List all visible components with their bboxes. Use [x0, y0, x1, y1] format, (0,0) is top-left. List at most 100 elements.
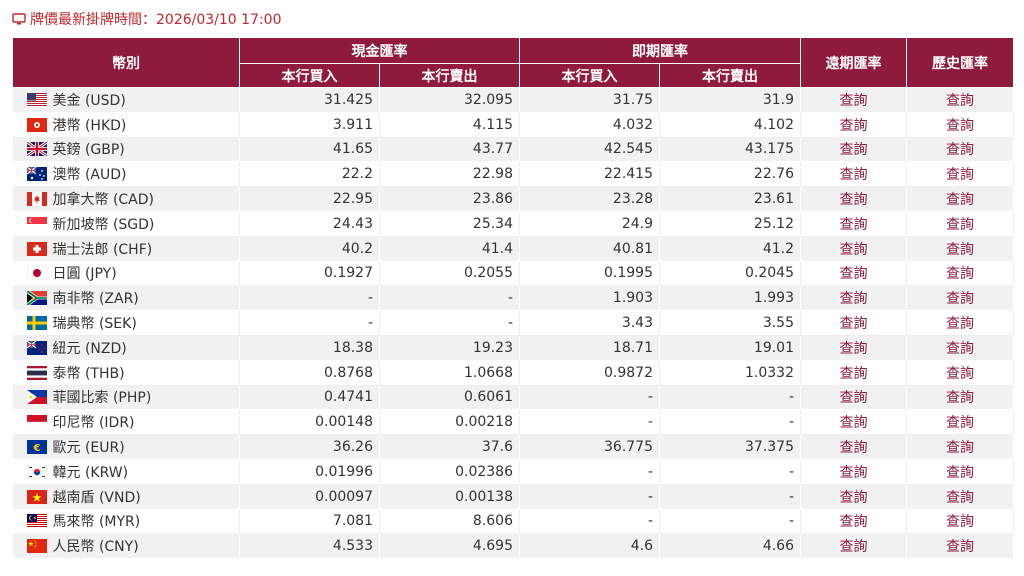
- history-rate-query-link[interactable]: 查詢: [946, 316, 974, 333]
- forward-rate-cell: 查詢: [800, 161, 907, 188]
- history-rate-query-link[interactable]: 查詢: [946, 266, 974, 283]
- forward-rate-query-link[interactable]: 查詢: [839, 514, 868, 531]
- currency-cell: 瑞典幣 (SEK): [12, 310, 240, 336]
- cash-buy-rate: 18.38: [239, 335, 380, 361]
- table-row: € 歐元 (EUR) 36.26 37.6 36.775 37.375 查詢 查詢: [12, 434, 1014, 460]
- currency-cell: 加拿大幣 (CAD): [12, 186, 240, 212]
- forward-rate-cell: 查詢: [800, 335, 907, 361]
- cash-buy-rate: 22.95: [239, 186, 380, 212]
- forward-rate-cell: 查詢: [800, 409, 907, 436]
- forward-rate-query-link[interactable]: 查詢: [839, 117, 868, 134]
- spot-sell-rate: 3.55: [659, 310, 801, 336]
- spot-buy-rate: -: [519, 385, 660, 411]
- history-rate-query-link[interactable]: 查詢: [946, 92, 974, 109]
- history-rate-cell: 查詢: [906, 509, 1014, 535]
- spot-sell-rate: 43.175: [659, 137, 801, 163]
- forward-rate-query-link[interactable]: 查詢: [839, 415, 868, 432]
- forward-rate-query-link[interactable]: 查詢: [839, 266, 868, 283]
- currency-name: 加拿大幣 (CAD): [52, 192, 155, 209]
- flag-id-icon: [26, 415, 47, 430]
- forward-rate-cell: 查詢: [800, 186, 907, 212]
- history-rate-query-link[interactable]: 查詢: [946, 216, 974, 233]
- cash-buy-rate: -: [239, 285, 380, 312]
- spot-sell-rate: 23.61: [659, 186, 801, 212]
- cash-buy-rate: 41.65: [239, 137, 380, 163]
- forward-rate-query-link[interactable]: 查詢: [839, 316, 868, 333]
- history-rate-query-link[interactable]: 查詢: [946, 241, 974, 258]
- flag-za-icon: [25, 289, 47, 307]
- cash-sell-rate: 4.695: [379, 533, 520, 560]
- history-rate-query-link[interactable]: 查詢: [946, 539, 974, 556]
- history-rate-query-link[interactable]: 查詢: [946, 440, 974, 457]
- history-rate-query-link[interactable]: 查詢: [946, 117, 974, 134]
- spot-buy-rate: -: [519, 409, 660, 436]
- flag-vn-icon: [26, 489, 47, 504]
- currency-name: 馬來幣 (MYR): [52, 514, 141, 531]
- forward-rate-cell: 查詢: [800, 310, 907, 336]
- forward-rate-query-link[interactable]: 查詢: [839, 365, 868, 382]
- spot-sell-rate: 1.993: [659, 285, 801, 312]
- table-row: 韓元 (KRW) 0.01996 0.02386- - 查詢 查詢: [12, 459, 1014, 485]
- forward-rate-cell: 查詢: [800, 509, 907, 535]
- history-rate-query-link[interactable]: 查詢: [946, 142, 974, 159]
- history-rate-query-link[interactable]: 查詢: [946, 340, 974, 357]
- spot-buy-rate: 42.545: [519, 137, 660, 163]
- currency-cell: 印尼幣 (IDR): [12, 409, 240, 436]
- cash-sell-rate: -: [379, 285, 520, 312]
- history-rate-cell: 查詢: [906, 236, 1014, 262]
- forward-rate-query-link[interactable]: 查詢: [839, 340, 868, 357]
- forward-rate-query-link[interactable]: 查詢: [839, 390, 868, 407]
- forward-rate-query-link[interactable]: 查詢: [839, 291, 868, 308]
- currency-name: 南非幣 (ZAR): [52, 291, 139, 308]
- forward-rate-query-link[interactable]: 查詢: [839, 142, 868, 159]
- spot-buy-rate: 24.9: [519, 211, 660, 237]
- currency-name: 菲國比索 (PHP): [52, 390, 152, 407]
- forward-rate-query-link[interactable]: 查詢: [839, 464, 868, 481]
- currency-name: 紐元 (NZD): [52, 340, 127, 357]
- table-row: 紐元 (NZD) 18.38 19.23 18.71 19.01 查詢 查詢: [12, 335, 1014, 361]
- history-rate-query-link[interactable]: 查詢: [946, 192, 974, 209]
- history-rate-cell: 查詢: [906, 285, 1014, 312]
- history-rate-cell: 查詢: [906, 112, 1014, 138]
- table-row: 瑞典幣 (SEK) - -3.43 3.55 查詢 查詢: [12, 310, 1014, 336]
- forward-rate-query-link[interactable]: 查詢: [839, 216, 868, 233]
- spot-buy-rate: 0.1995: [519, 261, 660, 287]
- history-rate-cell: 查詢: [906, 186, 1014, 212]
- forward-rate-query-link[interactable]: 查詢: [839, 92, 868, 109]
- forward-rate-cell: 查詢: [800, 87, 907, 113]
- spot-buy-rate: 4.032: [519, 112, 660, 138]
- history-rate-query-link[interactable]: 查詢: [946, 291, 974, 308]
- history-rate-query-link[interactable]: 查詢: [946, 415, 974, 432]
- flag-my-icon: [26, 514, 47, 529]
- history-rate-cell: 查詢: [906, 360, 1014, 386]
- currency-cell: 南非幣 (ZAR): [12, 285, 240, 312]
- forward-rate-query-link[interactable]: 查詢: [839, 192, 868, 209]
- spot-sell-rate: -: [659, 409, 801, 436]
- forward-rate-query-link[interactable]: 查詢: [839, 167, 868, 184]
- table-row: 南非幣 (ZAR) - -1.903 1.993 查詢 查詢: [12, 285, 1014, 312]
- history-rate-query-link[interactable]: 查詢: [946, 167, 974, 184]
- currency-name: 越南盾 (VND): [52, 489, 141, 506]
- forward-rate-query-link[interactable]: 查詢: [839, 539, 868, 556]
- history-rate-query-link[interactable]: 查詢: [946, 514, 974, 531]
- flag-th-icon: [26, 365, 47, 380]
- forward-rate-query-link[interactable]: 查詢: [839, 440, 868, 457]
- spot-buy-rate: 40.81: [519, 236, 660, 262]
- forward-rate-query-link[interactable]: 查詢: [839, 241, 868, 258]
- exchange-rate-table: 幣別 現金匯率 即期匯率 遠期匯率 歷史匯率 本行買入 本行賣出 本行買入 本行…: [12, 37, 1014, 560]
- cash-buy-rate: 7.081: [239, 509, 380, 535]
- history-rate-query-link[interactable]: 查詢: [946, 390, 974, 407]
- currency-cell: 越南盾 (VND): [12, 484, 240, 510]
- history-rate-query-link[interactable]: 查詢: [946, 489, 974, 506]
- history-rate-cell: 查詢: [906, 261, 1014, 287]
- cash-sell-rate: 0.00218: [379, 409, 520, 436]
- forward-rate-query-link[interactable]: 查詢: [839, 489, 868, 506]
- currency-cell: 韓元 (KRW): [12, 459, 240, 485]
- currency-name: 英鎊 (GBP): [52, 142, 125, 159]
- cash-sell-rate: 25.34: [379, 211, 520, 237]
- spot-buy-rate: 23.28: [519, 186, 660, 212]
- spot-sell-rate: 4.102: [659, 112, 801, 138]
- history-rate-query-link[interactable]: 查詢: [946, 464, 974, 481]
- forward-rate-cell: 查詢: [800, 533, 907, 560]
- history-rate-query-link[interactable]: 查詢: [946, 365, 974, 382]
